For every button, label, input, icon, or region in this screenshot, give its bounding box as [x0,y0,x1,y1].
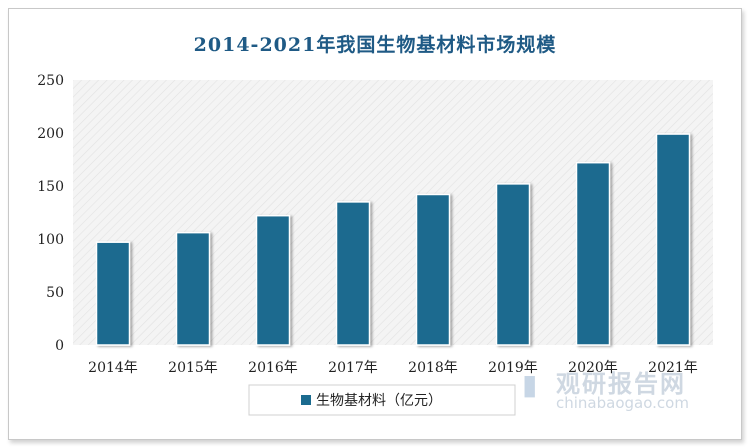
watermark: ▮ 观研报告网 chinabaogao.com [522,364,712,414]
legend-box [248,384,516,416]
x-tick-label: 2019年 [488,360,538,376]
bar [575,161,611,346]
plot-area [73,80,713,345]
y-tick-label: 100 [37,232,64,248]
bar [495,183,531,346]
x-tick-label: 2016年 [248,360,298,376]
x-tick-label: 2014年 [88,360,138,376]
y-tick-label: 250 [37,73,64,89]
legend-label: 生物基材料（亿元） [316,392,442,409]
y-tick-label: 150 [37,179,64,195]
bar [255,214,291,346]
bar [655,133,691,346]
y-tick-label: 0 [55,338,64,354]
y-tick-label: 50 [46,285,64,301]
chart-title: 2014-2021年我国生物基材料市场规模 [193,34,557,56]
x-tick-label: 2018年 [408,360,458,376]
bar [415,193,451,346]
x-tick-label: 2015年 [168,360,218,376]
watermark-cn: 观研报告网 [556,370,686,398]
bar-chart-icon: ▮ [522,368,538,401]
x-tick-label: 2017年 [328,360,378,376]
bar [335,201,371,346]
x-tick-label: 2021年 [648,360,698,376]
watermark-en: chinabaogao.com [556,394,689,412]
bar [175,231,211,346]
y-tick-label: 200 [37,126,64,142]
bar [95,241,131,346]
legend-swatch [301,395,311,405]
x-tick-label: 2020年 [568,360,618,376]
